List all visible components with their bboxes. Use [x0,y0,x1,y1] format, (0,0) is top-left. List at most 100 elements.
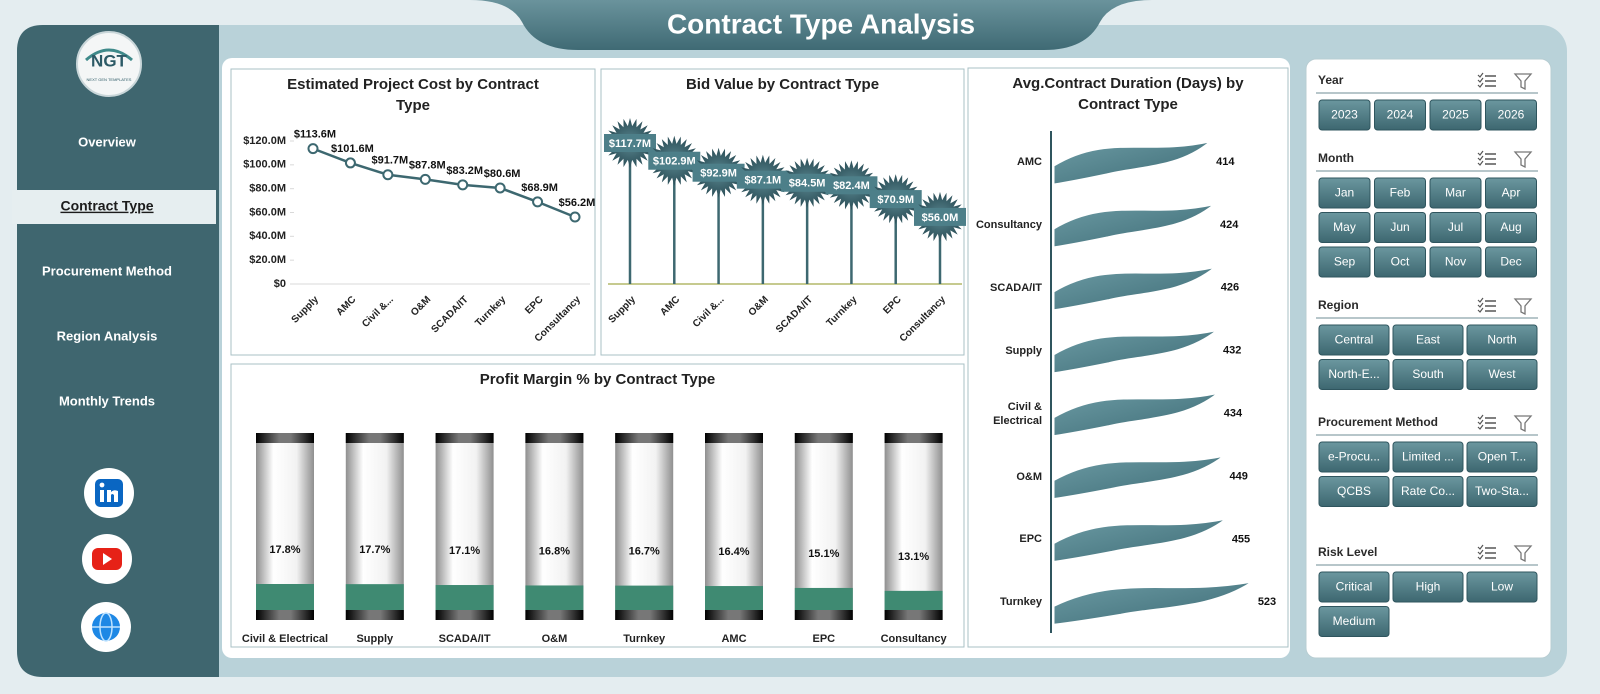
slicer-button[interactable] [1374,212,1426,243]
value-label: $82.4M [833,180,870,192]
nav-item[interactable]: Contract Type [60,198,153,214]
multiselect-icon [1477,424,1484,430]
clear-filter-icon[interactable] [1513,151,1533,169]
value-label: $56.2M [559,197,596,209]
multiselect-icon [1477,419,1484,425]
duration-flag [1053,204,1214,248]
slicer-button-label: Rate Co... [1401,484,1455,498]
clear-filter-icon[interactable] [1513,415,1533,433]
slicer-button-label: East [1416,333,1441,347]
y-tick-label-box: Supply [1005,345,1042,357]
value-label: 455 [1232,533,1250,545]
youtube-icon[interactable] [82,534,132,584]
slicer-button-label: e-Procu... [1328,450,1380,464]
value-label: $87.8M [409,159,446,171]
slicer-button[interactable] [1485,177,1537,209]
duration-flag [1053,141,1210,185]
value-label-bg [869,190,922,209]
nav-item[interactable]: Procurement Method [42,263,172,278]
y-tick-label: Civil & Electrical [993,400,1042,427]
slicer-button[interactable] [1466,441,1538,473]
slicer-button[interactable] [1374,246,1426,278]
chart-title-box: Bid Value by Contract Type [686,76,879,93]
x-tick-label: Civil & Electrical [242,633,328,645]
slicer-button[interactable] [1318,212,1371,243]
y-tick-label: Consultancy [975,218,1042,231]
slicer-button[interactable] [1318,99,1371,131]
y-tick-label-box: Civil & Electrical [993,400,1042,427]
slicer-button-label: North-E... [1328,367,1379,381]
slicer-button-label: High [1416,580,1441,594]
slicer-button-label: North [1487,333,1516,347]
slicer-button[interactable] [1485,212,1537,243]
multiselect-icon [1477,302,1484,308]
slicer-button[interactable] [1374,99,1426,131]
slicer-button[interactable] [1392,476,1464,507]
slicer-button[interactable] [1485,246,1537,278]
value-label: $92.9M [700,168,737,180]
slicer-button[interactable] [1466,324,1538,356]
slicer-button-label: Medium [1333,614,1376,628]
slicer-button-label: Open T... [1478,450,1526,464]
slicer-title: Procurement Method [1318,415,1438,429]
duration-flag [1053,267,1215,311]
slicer-button[interactable] [1429,212,1482,243]
slicer-button[interactable] [1318,571,1390,603]
y-tick-label: Turnkey [1000,596,1042,609]
value-label: $83.2M [446,165,483,177]
value-label: 17.7% [359,544,390,556]
slicer-button[interactable] [1318,359,1390,390]
slicer-button[interactable] [1318,246,1371,278]
duration-flag [1053,330,1217,374]
value-label: $102.9M [653,156,696,168]
slicer-button[interactable] [1318,177,1371,209]
nav-item[interactable]: Overview [78,134,137,149]
slicer-button[interactable] [1392,324,1464,356]
value-label: $84.5M [789,178,826,190]
nav-item[interactable]: Monthly Trends [59,393,155,408]
cost-point [382,169,394,181]
slicer-button-label: Apr [1502,186,1521,200]
cost-point [419,173,431,185]
slicer-button[interactable] [1392,359,1464,390]
value-label: $91.7M [372,155,409,167]
multiselect-icon [1477,150,1484,156]
slicer-button-label: Sep [1334,255,1356,269]
slicer-button[interactable] [1318,441,1390,473]
linkedin-icon[interactable] [84,468,134,518]
chart-title: Profit Margin % by Contract Type [479,371,716,388]
cylinder-cap [794,433,853,443]
cylinder-cap [345,433,404,443]
slicer-button[interactable] [1466,571,1538,603]
slicer-button[interactable] [1318,606,1390,637]
clear-filter-icon[interactable] [1513,545,1533,563]
clear-filter-icon[interactable] [1513,73,1533,91]
nav-item[interactable]: Region Analysis [57,328,158,343]
slicer-button-label: Two-Sta... [1475,484,1529,498]
y-tick-label: AMC [1016,156,1042,168]
cylinder-cap [435,433,494,443]
value-label: 16.4% [718,546,749,558]
multiselect-icon [1477,72,1484,78]
slicer-button-label: QCBS [1337,484,1371,498]
slicer-button[interactable] [1466,476,1538,507]
slicer-button[interactable] [1392,441,1464,473]
web-icon[interactable] [81,602,131,652]
slicer-button[interactable] [1429,177,1482,209]
cylinder-cap [256,610,314,620]
clear-filter-icon[interactable] [1513,298,1533,316]
slicer-button[interactable] [1318,476,1390,507]
value-label: 434 [1224,408,1243,420]
slicer-button[interactable] [1466,359,1538,390]
value-label: $70.9M [877,194,914,206]
y-tick-label: $100.0M [243,159,286,171]
slicer-button[interactable] [1429,99,1482,131]
slicer-button[interactable] [1485,99,1537,131]
slicer-button[interactable] [1318,324,1390,356]
multiselect-icon [1477,297,1484,303]
slicer-button[interactable] [1429,246,1482,278]
value-label: 15.1% [808,548,839,560]
slicer-button[interactable] [1374,177,1426,209]
margin-fill [525,585,584,610]
slicer-button[interactable] [1392,571,1464,603]
